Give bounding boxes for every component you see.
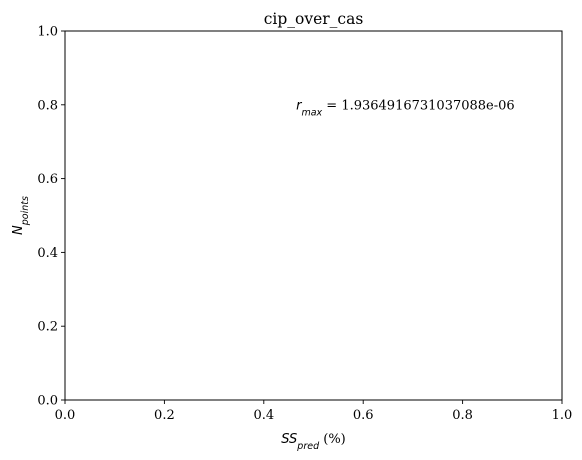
y-axis-ticks: 0.0 0.2 0.4 0.6 0.8 1.0 [37, 25, 65, 409]
chart-title: cip_over_cas [264, 10, 364, 28]
y-axis-label: Npoints [11, 196, 31, 235]
y-tick-label: 0.2 [37, 320, 58, 335]
plot-frame [64, 30, 563, 401]
x-tick-label: 0.6 [353, 408, 374, 423]
annotation-symbol: r [296, 98, 303, 113]
y-tick-label: 1.0 [37, 25, 58, 40]
annotation-subscript: max [301, 107, 322, 118]
x-tick-label: 0.0 [55, 408, 76, 423]
x-axis-ticks: 0.0 0.2 0.4 0.6 0.8 1.0 [55, 400, 573, 423]
x-tick-label: 1.0 [552, 408, 573, 423]
x-tick-label: 0.8 [452, 408, 473, 423]
x-axis-label-subscript: pred [296, 441, 320, 452]
y-tick-label: 0.0 [37, 394, 58, 409]
x-tick-label: 0.4 [253, 408, 274, 423]
annotation-value: = 1.9364916731037088e-06 [322, 98, 515, 113]
r-max-annotation: rmax = 1.9364916731037088e-06 [296, 98, 515, 118]
y-axis-label-subscript: points [20, 196, 31, 226]
x-axis-label: SSpred (%) [281, 432, 346, 452]
y-tick-label: 0.8 [37, 98, 58, 113]
x-axis-label-unit: (%) [319, 432, 346, 447]
x-tick-label: 0.2 [154, 408, 175, 423]
y-tick-label: 0.6 [37, 172, 58, 187]
y-axis-label-base: N [11, 225, 26, 235]
x-axis-label-base: SS [281, 432, 297, 447]
y-tick-label: 0.4 [37, 246, 58, 261]
